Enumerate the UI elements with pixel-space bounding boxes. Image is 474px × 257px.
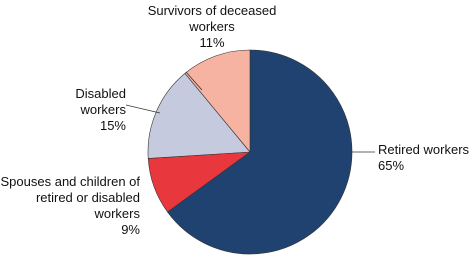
slice-label: Survivors of deceased workers 11% bbox=[146, 3, 278, 51]
pie-slice bbox=[147, 72, 251, 159]
category-label: Spouses and children of retired or disab… bbox=[0, 174, 140, 221]
value-label: 15% bbox=[99, 118, 126, 133]
value-label: 9% bbox=[121, 222, 140, 237]
category-label: Retired workers bbox=[378, 142, 470, 157]
value-label: 65% bbox=[378, 158, 405, 173]
pie-slice bbox=[167, 49, 353, 255]
slice-label: Disabled workers 15% bbox=[60, 86, 126, 134]
leader-line bbox=[185, 71, 203, 91]
slice-label: Spouses and children of retired or disab… bbox=[0, 174, 140, 238]
category-label: Disabled workers bbox=[75, 86, 126, 117]
slice-label: Retired workers 65% bbox=[378, 142, 474, 174]
leader-line bbox=[125, 104, 161, 114]
value-label: 11% bbox=[199, 35, 225, 50]
category-label: Survivors of deceased workers bbox=[147, 3, 277, 34]
